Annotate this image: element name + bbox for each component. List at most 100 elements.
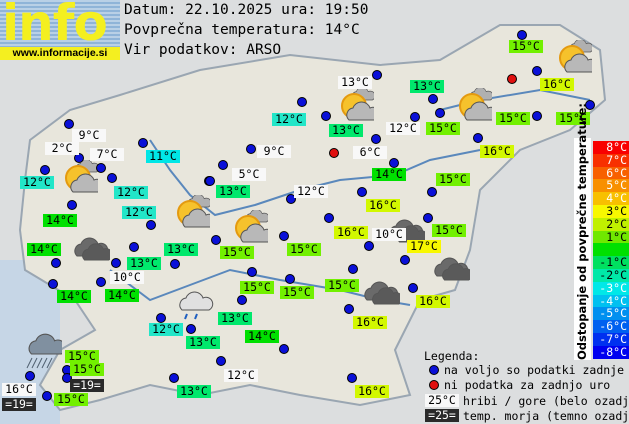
station-temperature-label[interactable]: 15°C [280, 286, 314, 299]
station-temperature-label[interactable]: 15°C [556, 112, 590, 125]
sea-temperature-label[interactable]: =19= [70, 379, 104, 392]
station-temperature-label[interactable]: 15°C [220, 246, 254, 259]
mountain-temperature-label[interactable]: 2°C [45, 142, 79, 155]
station-temperature-label[interactable]: 12°C [272, 113, 306, 126]
missing-station-dot[interactable] [329, 148, 339, 158]
station-dot[interactable] [286, 194, 296, 204]
station-dot[interactable] [427, 187, 437, 197]
station-dot[interactable] [62, 373, 72, 383]
station-temperature-label[interactable]: 16°C [334, 226, 368, 239]
station-dot[interactable] [170, 259, 180, 269]
station-dot[interactable] [247, 267, 257, 277]
station-dot[interactable] [64, 119, 74, 129]
logo-url[interactable]: www.informacije.si [0, 47, 120, 60]
station-dot[interactable] [348, 264, 358, 274]
station-temperature-label[interactable]: 16°C [366, 199, 400, 212]
station-dot[interactable] [389, 158, 399, 168]
station-dot[interactable] [517, 30, 527, 40]
station-temperature-label[interactable]: 15°C [70, 363, 104, 376]
station-temperature-label[interactable]: 15°C [509, 40, 543, 53]
station-dot[interactable] [585, 100, 595, 110]
station-temperature-label[interactable]: 13°C [186, 336, 220, 349]
mountain-temperature-label[interactable]: 6°C [353, 146, 387, 159]
station-temperature-label[interactable]: 13°C [127, 257, 161, 270]
mountain-temperature-label[interactable]: 13°C [338, 76, 372, 89]
station-dot[interactable] [96, 277, 106, 287]
station-dot[interactable] [347, 373, 357, 383]
station-temperature-label[interactable]: 14°C [43, 214, 77, 227]
station-temperature-label[interactable]: 14°C [105, 289, 139, 302]
station-dot[interactable] [211, 235, 221, 245]
station-dot[interactable] [74, 153, 84, 163]
missing-station-dot[interactable] [507, 74, 517, 84]
station-dot[interactable] [408, 283, 418, 293]
station-dot[interactable] [186, 324, 196, 334]
station-temperature-label[interactable]: 16°C [416, 295, 450, 308]
station-temperature-label[interactable]: 13°C [216, 185, 250, 198]
station-temperature-label[interactable]: 13°C [218, 312, 252, 325]
station-dot[interactable] [357, 187, 367, 197]
sea-temperature-label[interactable]: =19= [2, 398, 36, 411]
station-temperature-label[interactable]: 16°C [353, 316, 387, 329]
mountain-temperature-label[interactable]: 12°C [386, 122, 420, 135]
station-dot[interactable] [96, 163, 106, 173]
station-dot[interactable] [400, 255, 410, 265]
station-dot[interactable] [279, 231, 289, 241]
station-temperature-label[interactable]: 11°C [146, 150, 180, 163]
station-dot[interactable] [218, 160, 228, 170]
station-dot[interactable] [279, 344, 289, 354]
station-temperature-label[interactable]: 16°C [480, 145, 514, 158]
station-dot[interactable] [532, 66, 542, 76]
station-temperature-label[interactable]: 15°C [65, 350, 99, 363]
station-temperature-label[interactable]: 15°C [287, 243, 321, 256]
station-dot[interactable] [285, 274, 295, 284]
station-dot[interactable] [473, 133, 483, 143]
station-temperature-label[interactable]: 14°C [245, 330, 279, 343]
station-temperature-label[interactable]: 13°C [177, 385, 211, 398]
station-dot[interactable] [138, 138, 148, 148]
station-dot[interactable] [156, 313, 166, 323]
mountain-temperature-label[interactable]: 7°C [90, 148, 124, 161]
station-dot[interactable] [532, 111, 542, 121]
station-temperature-label[interactable]: 15°C [54, 393, 88, 406]
station-temperature-label[interactable]: 17°C [407, 240, 441, 253]
station-dot[interactable] [42, 391, 52, 401]
station-temperature-label[interactable]: 15°C [436, 173, 470, 186]
station-dot[interactable] [67, 200, 77, 210]
station-dot[interactable] [146, 220, 156, 230]
station-temperature-label[interactable]: 13°C [329, 124, 363, 137]
station-dot[interactable] [435, 108, 445, 118]
station-dot[interactable] [205, 176, 215, 186]
station-dot[interactable] [246, 144, 256, 154]
station-dot[interactable] [25, 371, 35, 381]
station-dot[interactable] [364, 241, 374, 251]
station-dot[interactable] [324, 213, 334, 223]
station-temperature-label[interactable]: 13°C [164, 243, 198, 256]
station-dot[interactable] [169, 373, 179, 383]
station-temperature-label[interactable]: 15°C [325, 279, 359, 292]
station-dot[interactable] [111, 258, 121, 268]
station-temperature-label[interactable]: 12°C [122, 206, 156, 219]
station-temperature-label[interactable]: 14°C [57, 290, 91, 303]
station-dot[interactable] [129, 242, 139, 252]
station-dot[interactable] [372, 70, 382, 80]
mountain-temperature-label[interactable]: 12°C [294, 185, 328, 198]
station-dot[interactable] [51, 258, 61, 268]
station-dot[interactable] [216, 356, 226, 366]
station-temperature-label[interactable]: 13°C [410, 80, 444, 93]
station-temperature-label[interactable]: 12°C [114, 186, 148, 199]
station-dot[interactable] [423, 213, 433, 223]
station-temperature-label[interactable]: 16°C [540, 78, 574, 91]
station-temperature-label[interactable]: 15°C [432, 224, 466, 237]
station-temperature-label[interactable]: 12°C [20, 176, 54, 189]
station-dot[interactable] [321, 111, 331, 121]
station-temperature-label[interactable]: 15°C [240, 281, 274, 294]
station-temperature-label[interactable]: 14°C [27, 243, 61, 256]
mountain-temperature-label[interactable]: 10°C [110, 271, 144, 284]
info-logo[interactable]: info www.informacije.si [0, 0, 120, 60]
mountain-temperature-label[interactable]: 9°C [257, 145, 291, 158]
station-dot[interactable] [48, 279, 58, 289]
station-dot[interactable] [428, 94, 438, 104]
station-temperature-label[interactable]: 12°C [149, 323, 183, 336]
mountain-temperature-label[interactable]: 12°C [224, 369, 258, 382]
